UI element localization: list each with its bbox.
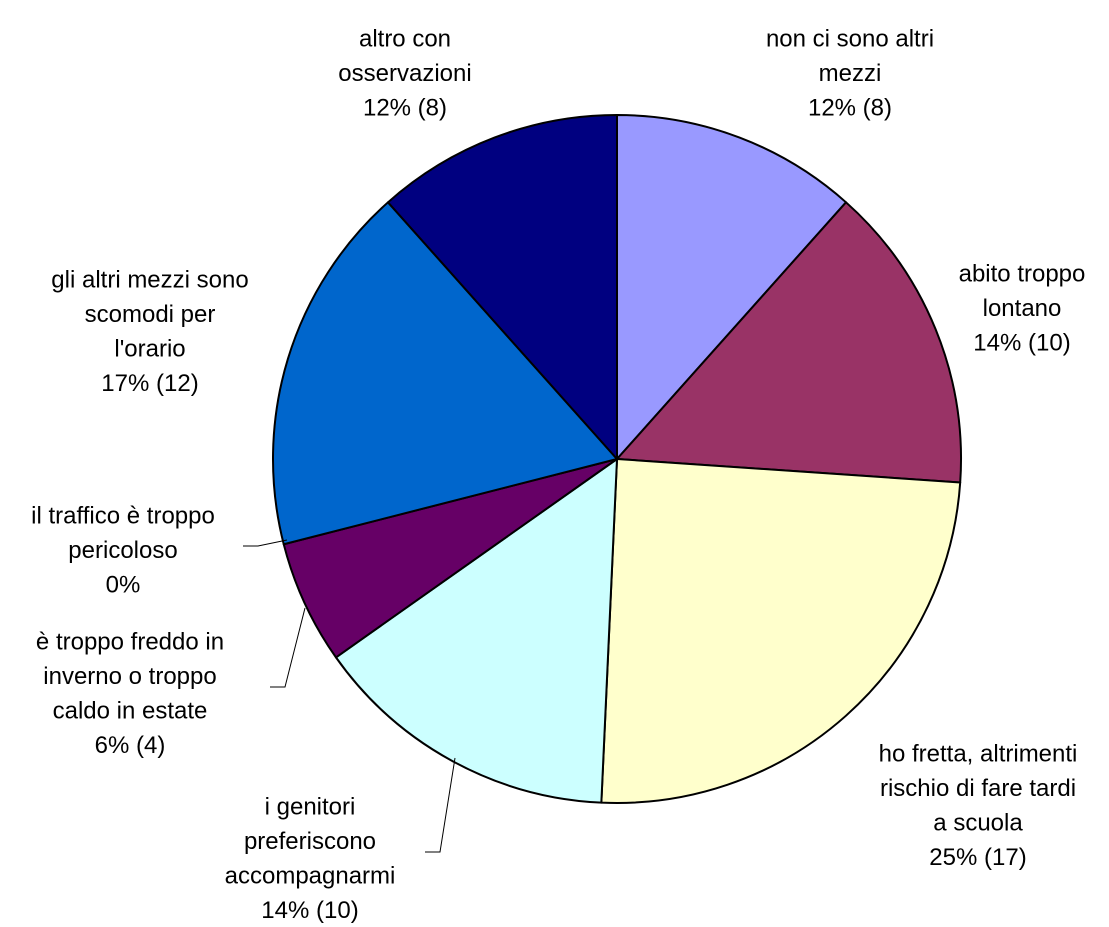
slice-label-line: gli altri mezzi sono (51, 266, 248, 293)
slice-label-2: ho fretta, altrimenti rischio di fare tar… (879, 740, 1078, 871)
slice-label-line: inverno o troppo (43, 663, 216, 690)
slice-label-line: l'orario (114, 335, 185, 362)
slice-label-line: il traffico è troppo (31, 502, 215, 529)
slice-label-line: 6% (4) (95, 732, 166, 759)
slice-label-line: a scuola (933, 809, 1023, 836)
pie-slice-2 (600, 458, 962, 804)
slice-label-7: altro con osservazioni 12% (8) (338, 25, 471, 121)
leader-line-3 (425, 757, 456, 853)
pie-slice-0 (616, 114, 848, 460)
slice-label-line: pericoloso (68, 537, 177, 564)
pie-slice-6 (272, 201, 618, 546)
slice-label-line: accompagnarmi (225, 862, 396, 889)
slice-label-line: rischio di fare tardi (880, 775, 1076, 802)
slice-label-1: abito troppo lontano 14% (10) (959, 260, 1086, 356)
slice-label-6: gli altri mezzi sono scomodi per l'orario 1… (51, 266, 248, 397)
slice-label-3: i genitori preferiscono accompagnarmi 14% (… (225, 793, 396, 924)
slice-label-4: è troppo freddo in inverno o troppo caldo … (36, 628, 224, 759)
slice-label-0: non ci sono altri mezzi 12% (8) (766, 25, 934, 121)
slice-label-line: caldo in estate (53, 697, 208, 724)
slice-label-line: preferiscono (244, 828, 376, 855)
slice-label-line: 25% (17) (929, 844, 1026, 871)
slice-label-5: il traffico è troppo pericoloso 0% (31, 502, 215, 598)
leader-line-4 (270, 607, 306, 688)
pie-slices (272, 114, 962, 804)
slice-label-line: è troppo freddo in (36, 628, 224, 655)
slice-label-line: i genitori (265, 793, 356, 820)
slice-label-line: 14% (10) (261, 897, 358, 924)
slice-label-line: 0% (106, 571, 141, 598)
slice-label-line: non ci sono altri (766, 25, 934, 52)
pie-slice-4 (282, 458, 618, 659)
pie-slice-7 (386, 114, 618, 460)
slice-label-line: mezzi (819, 60, 882, 87)
slice-labels: non ci sono altri mezzi 12% (8) abito tropp… (31, 25, 1085, 924)
slice-label-line: scomodi per (85, 301, 216, 328)
slice-label-line: ho fretta, altrimenti (879, 740, 1078, 767)
slice-label-line: 12% (8) (808, 94, 892, 121)
pie-slice-3 (334, 458, 618, 804)
slice-label-line: lontano (983, 295, 1062, 322)
slice-label-line: abito troppo (959, 260, 1086, 287)
pie-slice-1 (616, 201, 962, 484)
slice-label-line: 14% (10) (973, 329, 1070, 356)
slice-label-line: osservazioni (338, 60, 471, 87)
leader-line-5 (243, 539, 288, 547)
slice-label-line: 17% (12) (101, 370, 198, 397)
slice-label-line: altro con (359, 25, 451, 52)
slice-label-line: 12% (8) (363, 94, 447, 121)
leader-lines (243, 539, 456, 853)
